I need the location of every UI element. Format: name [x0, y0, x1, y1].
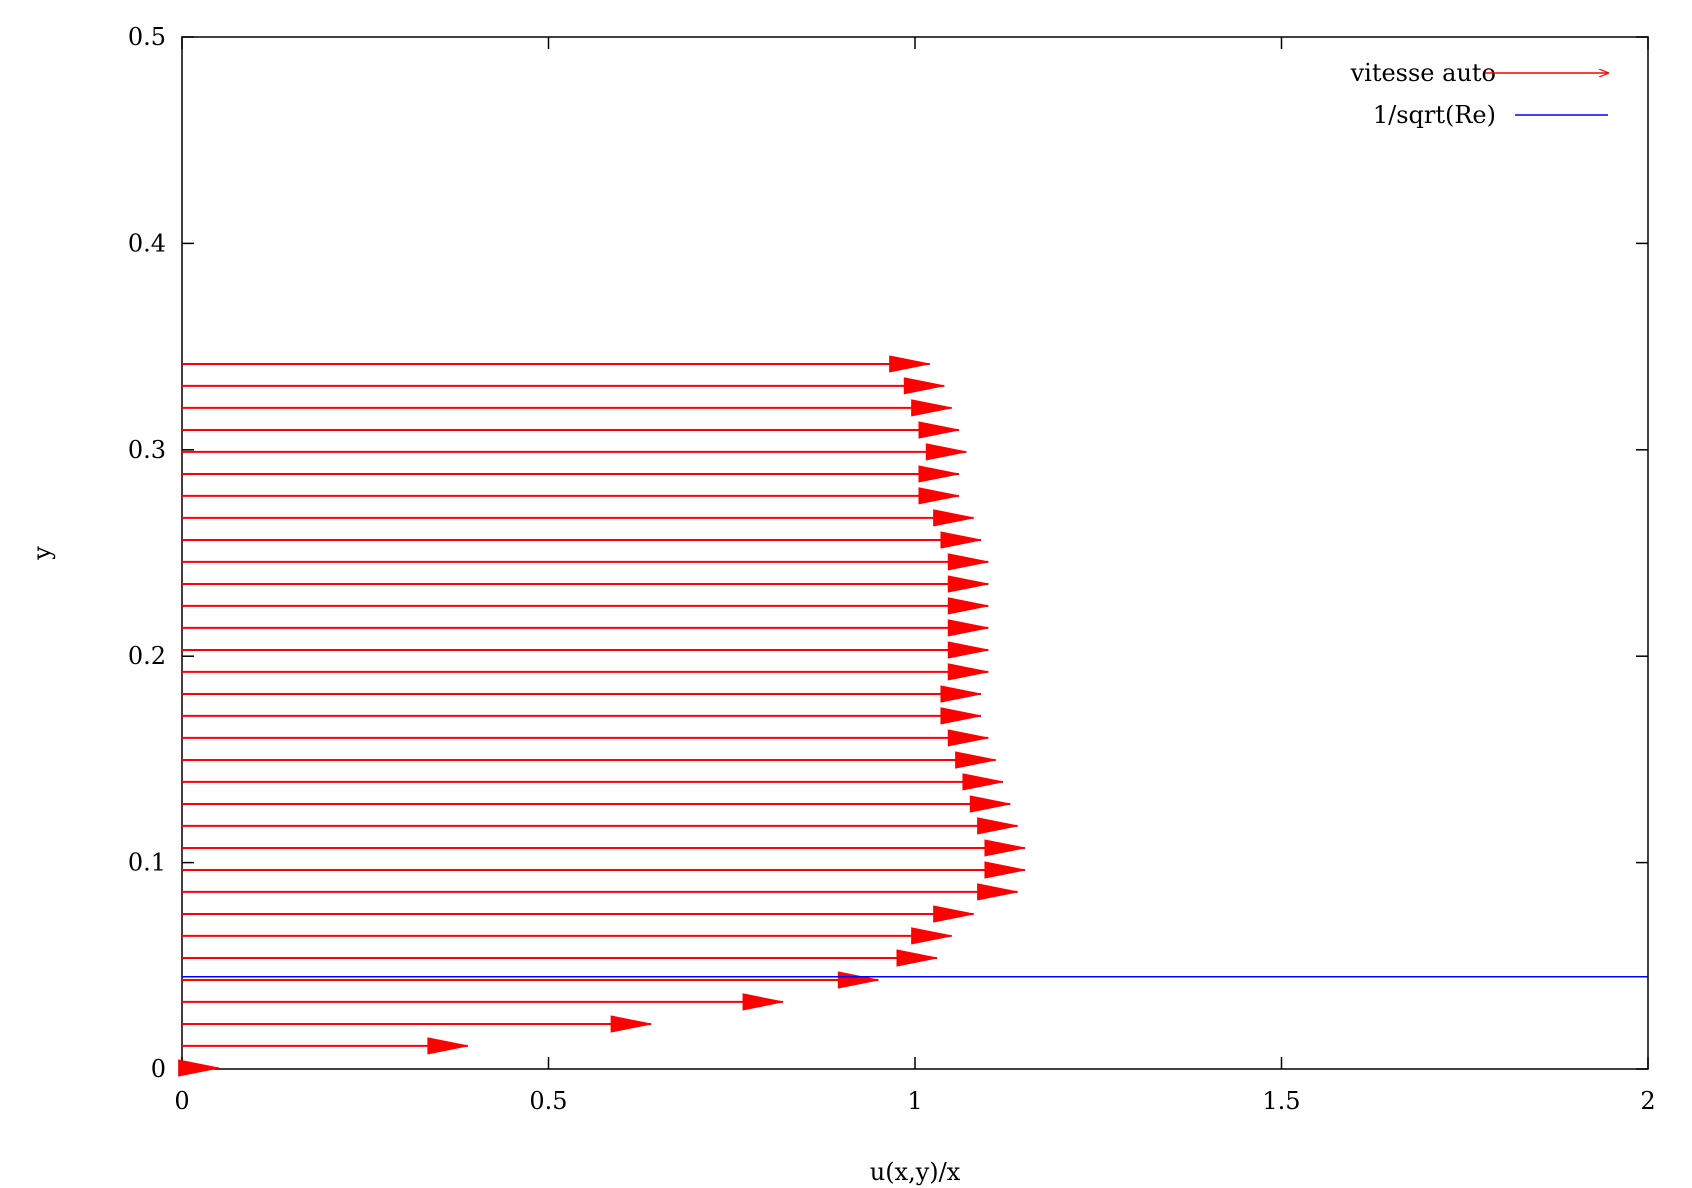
axis-ticks: [181, 36, 1649, 1070]
x-tick-label: 0: [174, 1087, 189, 1115]
x-axis-title: u(x,y)/x: [870, 1158, 961, 1186]
velocity-arrowhead: [962, 773, 1004, 791]
velocity-vectors: [178, 355, 1026, 1077]
velocity-arrowhead: [947, 597, 989, 615]
velocity-arrowhead: [610, 1015, 652, 1033]
velocity-arrowhead: [918, 487, 960, 505]
velocity-arrowhead: [911, 927, 952, 945]
velocity-arrowhead: [977, 883, 1018, 901]
velocity-arrowhead: [955, 751, 996, 769]
x-tick-label: 2: [1640, 1087, 1655, 1115]
velocity-arrowhead: [947, 663, 989, 681]
y-tick-label: 0.2: [128, 642, 166, 670]
y-tick-label: 0: [151, 1055, 166, 1083]
velocity-arrowhead: [947, 553, 989, 571]
velocity-arrowhead: [837, 971, 879, 989]
x-tick-label: 1.5: [1262, 1087, 1300, 1115]
velocity-arrowhead: [918, 421, 960, 439]
velocity-arrowhead: [984, 861, 1026, 879]
velocity-arrowhead: [947, 729, 989, 747]
velocity-arrowhead: [925, 443, 967, 461]
x-tick-label: 0.5: [529, 1087, 567, 1115]
velocity-arrowhead: [742, 993, 784, 1011]
y-tick-label: 0.1: [128, 849, 166, 877]
velocity-arrowhead: [940, 685, 982, 703]
velocity-arrowhead: [933, 509, 974, 527]
velocity-arrowhead: [940, 531, 982, 549]
velocity-arrowhead: [889, 355, 930, 373]
velocity-arrowhead: [903, 377, 945, 395]
y-axis-title: y: [28, 546, 56, 561]
axis-tick-labels: 0 0.5 1 1.5 2 0 0.1 0.2 0.3 0.4 0.5: [128, 23, 1656, 1115]
velocity-arrowhead: [896, 949, 938, 967]
velocity-arrowhead: [940, 707, 982, 725]
velocity-arrowhead: [933, 905, 974, 923]
y-tick-label: 0.5: [128, 23, 166, 51]
legend: vitesse auto 1/sqrt(Re): [1350, 59, 1608, 129]
velocity-arrowhead: [984, 839, 1026, 857]
y-tick-label: 0.3: [128, 436, 166, 464]
x-tick-label: 1: [907, 1087, 922, 1115]
velocity-arrowhead: [911, 399, 952, 417]
legend-label-vitesse: vitesse auto: [1350, 59, 1496, 87]
velocity-arrowhead: [178, 1059, 219, 1077]
velocity-arrowhead: [427, 1037, 468, 1055]
velocity-arrowhead: [947, 641, 989, 659]
y-tick-label: 0.4: [128, 229, 166, 257]
legend-label-re: 1/sqrt(Re): [1373, 101, 1496, 129]
velocity-arrowhead: [918, 465, 960, 483]
velocity-arrowhead: [947, 619, 989, 637]
velocity-arrowhead: [969, 795, 1011, 813]
velocity-arrowhead: [977, 817, 1018, 835]
velocity-arrowhead: [947, 575, 989, 593]
